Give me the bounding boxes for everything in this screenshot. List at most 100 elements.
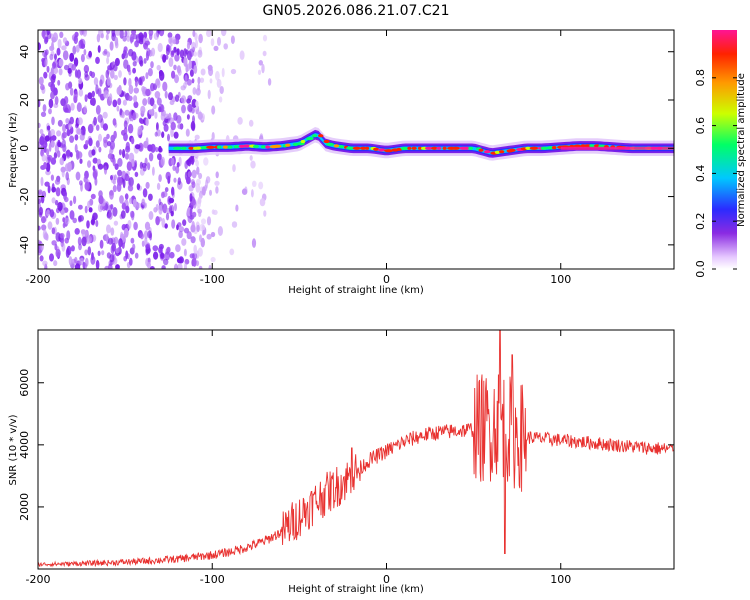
noise-speckle [206, 233, 212, 240]
noise-speckle [55, 248, 61, 258]
noise-speckle [137, 202, 142, 209]
noise-speckle [106, 57, 110, 65]
noise-speckle [65, 118, 70, 124]
noise-speckle [129, 210, 135, 218]
noise-speckle [182, 219, 187, 227]
noise-speckle [62, 124, 67, 133]
noise-speckle [80, 54, 85, 63]
noise-speckle [56, 130, 62, 137]
noise-speckle [132, 198, 137, 208]
noise-speckle [250, 160, 256, 169]
noise-speckle [81, 128, 86, 136]
noise-speckle [185, 49, 189, 55]
ridge-peak [318, 134, 324, 138]
noise-speckle [72, 45, 77, 55]
noise-speckle [141, 198, 145, 206]
noise-speckle [206, 30, 212, 38]
noise-speckle [87, 123, 94, 134]
noise-speckle [126, 161, 133, 172]
noise-speckle [62, 131, 67, 139]
noise-speckle [113, 74, 118, 81]
noise-speckle [199, 77, 205, 83]
noise-speckle [251, 238, 257, 248]
noise-speckle [130, 137, 135, 145]
noise-speckle [192, 211, 197, 218]
noise-speckle [41, 224, 47, 231]
noise-speckle [201, 218, 206, 225]
noise-speckle [76, 151, 83, 159]
noise-speckle [191, 221, 195, 230]
noise-speckle [184, 262, 187, 269]
noise-speckle [117, 157, 123, 167]
noise-speckle [169, 100, 175, 106]
noise-speckle [41, 154, 47, 162]
noise-speckle [83, 64, 90, 74]
noise-speckle [51, 61, 57, 69]
noise-speckle [168, 92, 173, 101]
noise-speckle [171, 157, 175, 166]
noise-speckle [193, 244, 197, 254]
noise-speckle [92, 165, 96, 171]
noise-speckle [59, 142, 64, 149]
noise-speckle [125, 205, 130, 214]
noise-speckle [198, 265, 203, 269]
noise-speckle [158, 30, 165, 37]
noise-speckle [189, 48, 195, 57]
colorbar-label: Normalized spectral amplitude [736, 73, 747, 227]
noise-speckle [124, 109, 130, 116]
noise-speckle [54, 53, 57, 61]
ridge-peak [261, 145, 266, 149]
noise-speckle [54, 96, 59, 105]
noise-speckle [140, 105, 146, 114]
noise-speckle [201, 186, 206, 196]
noise-speckle [114, 57, 120, 67]
noise-speckle [40, 84, 45, 91]
noise-speckle [85, 140, 89, 146]
noise-speckle [209, 189, 212, 196]
spectrogram-y-axis-label: Frequency (Hz) [8, 112, 19, 188]
noise-speckle [147, 96, 151, 105]
noise-speckle [105, 33, 109, 41]
noise-speckle [139, 232, 144, 240]
x-tick-label: -200 [26, 573, 51, 586]
noise-speckle [113, 174, 117, 181]
noise-speckle [251, 189, 254, 198]
spectrogram-x-axis-label: Height of straight line (km) [288, 285, 424, 296]
noise-speckle [46, 209, 50, 217]
spectrogram-x-ticks: -200 -100 0 100 [26, 30, 571, 286]
noise-speckle [154, 111, 158, 119]
ridge-peak [551, 146, 557, 150]
noise-speckle [98, 30, 104, 38]
x-tick-label: -100 [200, 273, 225, 286]
noise-speckle [195, 100, 199, 107]
ridge-peak [311, 134, 318, 138]
noise-speckle [178, 230, 183, 239]
noise-speckle [113, 220, 119, 226]
noise-speckle [169, 37, 173, 47]
noise-speckle [77, 215, 82, 223]
noise-speckle [38, 122, 41, 128]
noise-speckle [68, 123, 72, 129]
noise-speckle [49, 45, 55, 51]
noise-speckle [177, 68, 182, 76]
noise-speckle [48, 142, 52, 152]
noise-speckle [91, 252, 94, 261]
noise-speckle [112, 178, 116, 185]
noise-speckle [146, 261, 151, 269]
noise-speckle [59, 232, 65, 239]
noise-speckle [172, 165, 176, 172]
noise-speckle [113, 130, 117, 139]
noise-speckle [230, 35, 235, 44]
noise-speckle [79, 180, 83, 186]
noise-speckle [210, 38, 215, 47]
noise-speckle [142, 188, 148, 198]
noise-speckle [38, 248, 42, 256]
noise-speckle [191, 169, 197, 179]
ridge-peak [431, 146, 438, 150]
noise-speckle [88, 207, 93, 213]
noise-speckle [175, 94, 180, 102]
noise-speckle [117, 169, 123, 177]
noise-speckle [156, 80, 161, 89]
noise-speckle [133, 87, 139, 94]
noise-speckle [58, 68, 63, 76]
